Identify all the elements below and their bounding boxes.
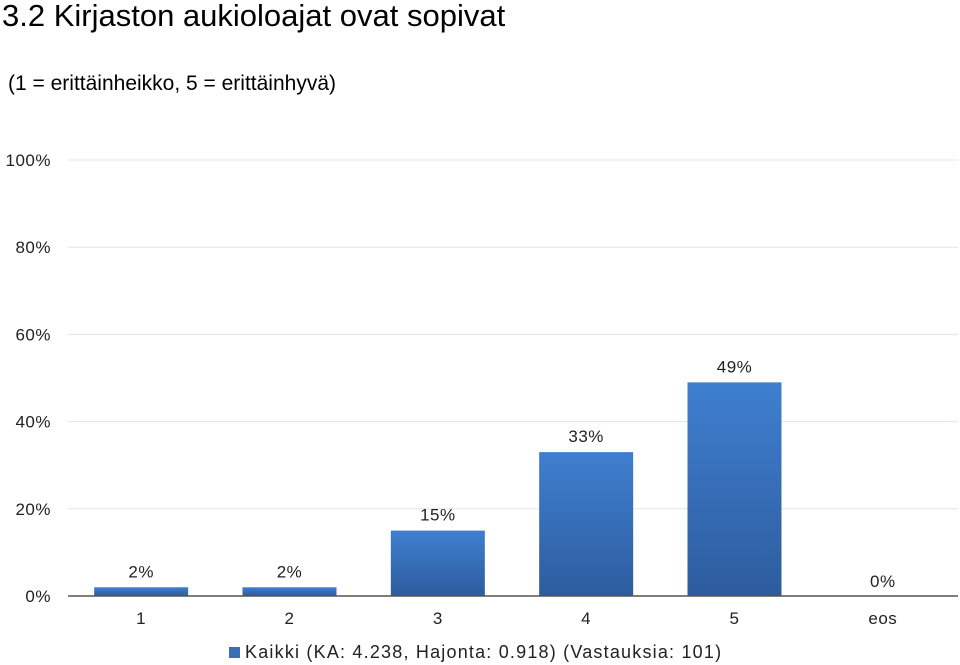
- bar-4: [539, 452, 634, 596]
- x-tick-label: 4: [581, 609, 591, 628]
- y-tick-label: 0%: [25, 587, 51, 606]
- legend: Kaikki (KA: 4.238, Hajonta: 0.918) (Vast…: [229, 642, 722, 663]
- y-tick-label: 40%: [15, 413, 51, 432]
- x-tick-label: 1: [136, 609, 146, 628]
- data-label-5: 49%: [717, 357, 753, 376]
- y-axis-ticks: 0% 20% 40% 60% 80% 100%: [6, 151, 51, 606]
- x-tick-label: 2: [285, 609, 295, 628]
- legend-label: Kaikki (KA: 4.238, Hajonta: 0.918) (Vast…: [245, 642, 723, 662]
- x-tick-label: eos: [868, 609, 897, 628]
- data-label-1: 2%: [128, 562, 154, 581]
- chart-title: 3.2 Kirjaston aukioloajat ovat sopivat: [2, 0, 506, 33]
- y-tick-label: 60%: [15, 325, 51, 344]
- data-label-2: 2%: [277, 562, 303, 581]
- data-label-eos: 0%: [870, 572, 896, 591]
- chart-subtitle: (1 = erittäinheikko, 5 = erittäinhyvä): [8, 72, 337, 95]
- x-axis-ticks: 1 2 3 4 5 eos: [136, 609, 897, 628]
- y-tick-label: 20%: [15, 500, 51, 519]
- data-label-4: 33%: [568, 427, 604, 446]
- y-tick-label: 80%: [15, 238, 51, 257]
- x-tick-label: 3: [433, 609, 443, 628]
- y-tick-label: 100%: [6, 151, 51, 170]
- bar-2: [242, 587, 337, 596]
- bars: [94, 382, 782, 596]
- data-label-3: 15%: [420, 506, 456, 525]
- legend-swatch: [229, 647, 240, 658]
- x-tick-label: 5: [730, 609, 740, 628]
- bar-1: [94, 587, 189, 596]
- grid-layer: [68, 159, 958, 510]
- data-labels: 2% 2% 15% 33% 49% 0%: [128, 357, 895, 591]
- bar-5: [687, 382, 782, 596]
- bar-3: [390, 530, 485, 596]
